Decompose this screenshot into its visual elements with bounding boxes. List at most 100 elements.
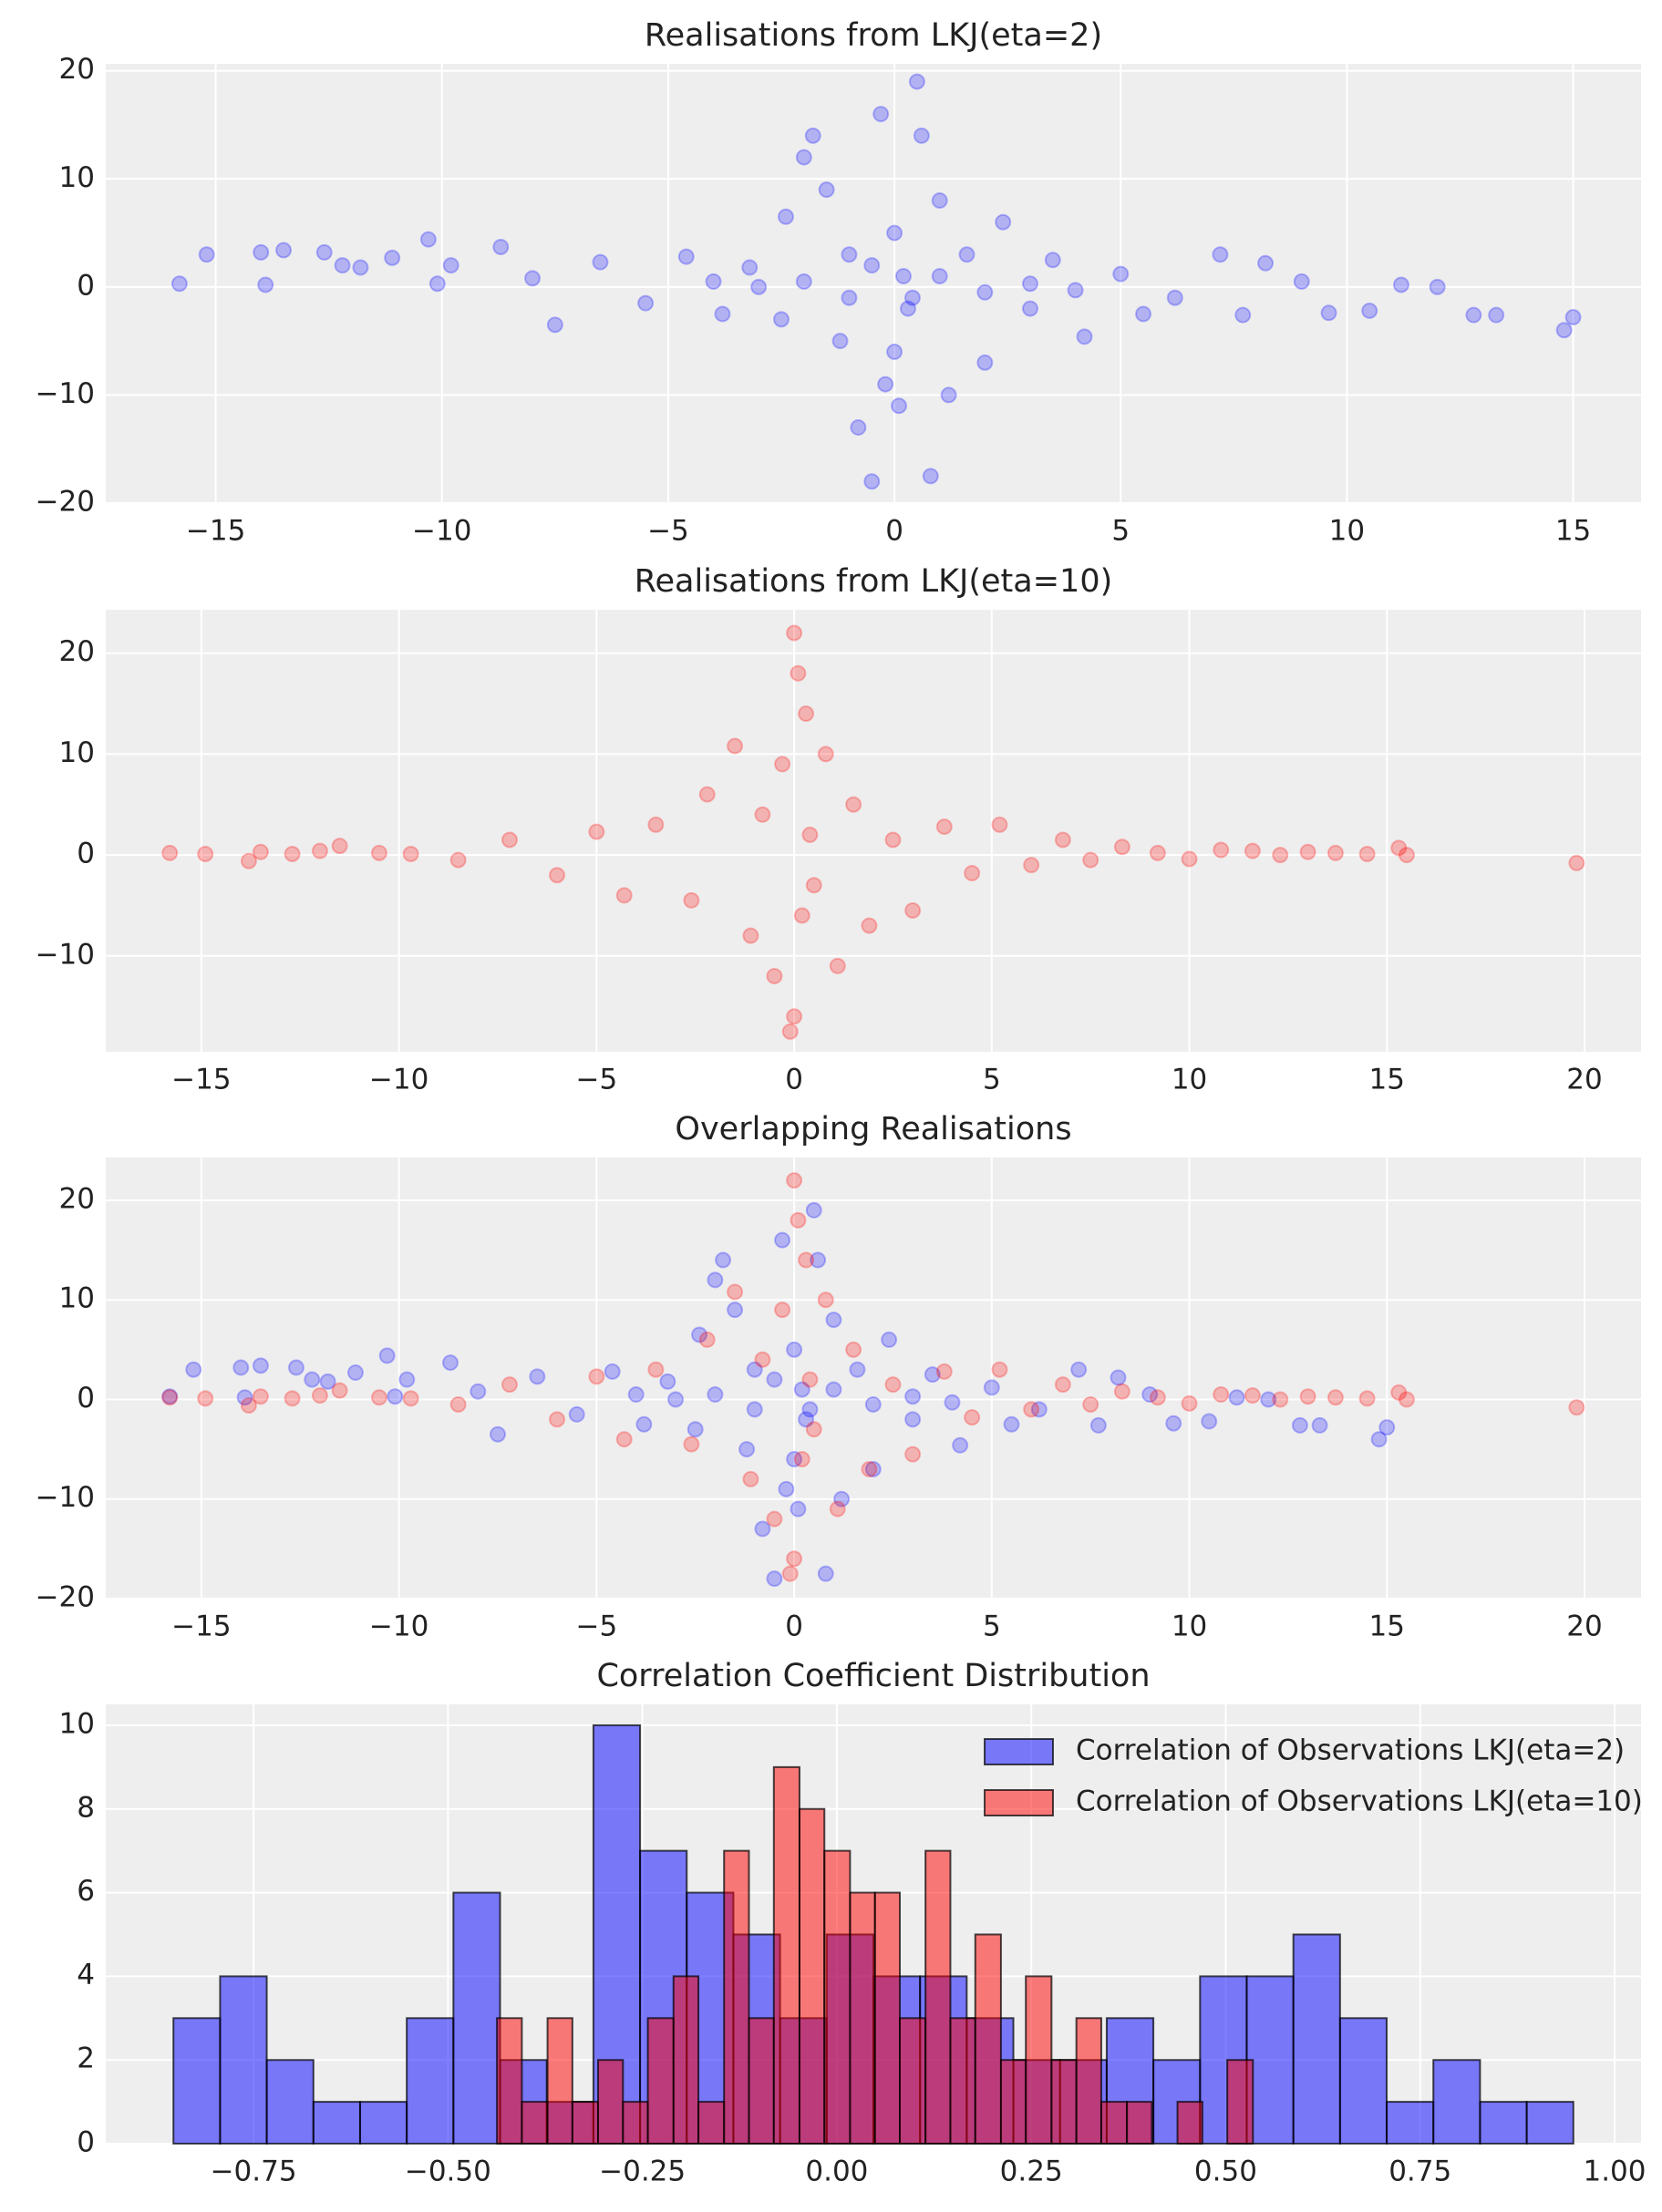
histogram-bar <box>1176 2101 1203 2145</box>
point <box>275 242 293 259</box>
point <box>750 278 768 295</box>
point <box>798 705 815 723</box>
point <box>240 852 257 869</box>
y-tick-label: 20 <box>59 53 95 86</box>
point <box>1398 1391 1415 1408</box>
point <box>1003 1415 1020 1433</box>
point <box>304 1371 321 1388</box>
chart-title: Realisations from LKJ(eta=2) <box>645 17 1102 54</box>
point <box>319 1373 336 1390</box>
point <box>659 1373 676 1390</box>
y-tick-label: 4 <box>77 1959 95 1991</box>
point <box>904 1388 922 1405</box>
point <box>1311 1416 1328 1434</box>
point <box>1564 309 1582 326</box>
point <box>964 1409 981 1426</box>
point <box>549 867 566 884</box>
y-tick-label: 10 <box>59 1282 95 1315</box>
point <box>863 473 881 490</box>
point <box>795 273 812 290</box>
histogram-bar <box>1338 2017 1388 2145</box>
point <box>331 838 348 855</box>
x-tick-label: 5 <box>1111 515 1130 548</box>
y-tick-label: −10 <box>36 1481 95 1514</box>
point <box>588 823 605 840</box>
point <box>738 1441 756 1458</box>
point <box>904 1446 922 1463</box>
point <box>686 1421 704 1438</box>
point <box>774 1231 791 1249</box>
point <box>786 1008 803 1025</box>
point <box>501 1376 518 1394</box>
point <box>845 796 862 813</box>
point <box>1358 1390 1376 1407</box>
histogram-bar <box>521 2101 549 2145</box>
point <box>793 1451 810 1468</box>
x-tick-label: 10 <box>1172 1064 1207 1096</box>
x-tick-label: 0 <box>785 1610 803 1643</box>
x-tick-label: 1.00 <box>1583 2155 1646 2188</box>
histogram-bar <box>723 1849 750 2145</box>
histogram-bar <box>1050 2059 1078 2145</box>
y-tick-label: 20 <box>59 635 95 668</box>
point <box>1181 850 1198 868</box>
point <box>804 127 821 144</box>
legend-swatch <box>984 1738 1054 1765</box>
point <box>1465 306 1482 324</box>
point <box>546 316 563 334</box>
point <box>253 243 270 261</box>
histogram-bar <box>1479 2101 1528 2145</box>
point <box>1361 302 1378 319</box>
point <box>1021 275 1038 293</box>
point <box>944 1394 961 1411</box>
point <box>1044 252 1061 269</box>
point <box>287 1359 305 1376</box>
y-tick-label: −20 <box>36 486 95 519</box>
point <box>419 231 437 248</box>
point <box>568 1405 585 1423</box>
histogram-bar <box>358 2101 408 2145</box>
point <box>742 927 759 944</box>
point <box>886 343 903 360</box>
histogram-bar <box>597 2059 625 2145</box>
point <box>1390 1384 1408 1401</box>
point <box>872 106 890 123</box>
point <box>817 746 834 763</box>
point <box>810 1251 827 1269</box>
point <box>198 246 215 263</box>
point <box>1201 1413 1218 1430</box>
legend-label: Correlation of Observations LKJ(eta=2) <box>1076 1734 1625 1767</box>
point <box>1244 1387 1261 1404</box>
plot-area <box>106 610 1641 1052</box>
plot-area <box>106 64 1641 503</box>
point <box>845 1341 862 1358</box>
point <box>908 73 925 90</box>
point <box>818 181 835 199</box>
point <box>1149 1389 1166 1406</box>
point <box>825 1312 842 1329</box>
y-tick-label: 0 <box>77 269 95 302</box>
histogram-bar <box>1075 2017 1102 2145</box>
point <box>777 208 794 225</box>
point <box>352 259 369 276</box>
x-tick-label: 10 <box>1329 515 1365 548</box>
point <box>746 1361 763 1378</box>
x-tick-label: −15 <box>171 1610 231 1643</box>
point <box>884 1376 902 1394</box>
histogram-bar <box>849 1891 876 2145</box>
x-tick-label: −10 <box>369 1610 428 1643</box>
histogram-bar <box>772 1765 800 2145</box>
point <box>805 1201 822 1219</box>
point <box>746 1401 763 1418</box>
point <box>766 1510 783 1528</box>
point <box>833 1490 851 1507</box>
point <box>831 333 849 350</box>
histogram-bar <box>823 1849 852 2145</box>
point <box>798 1411 815 1428</box>
point <box>790 1211 807 1229</box>
point <box>774 1301 791 1319</box>
histogram-bar <box>672 1975 700 2145</box>
point <box>991 1361 1008 1378</box>
y-tick-label: 0 <box>77 1382 95 1415</box>
point <box>492 238 510 255</box>
